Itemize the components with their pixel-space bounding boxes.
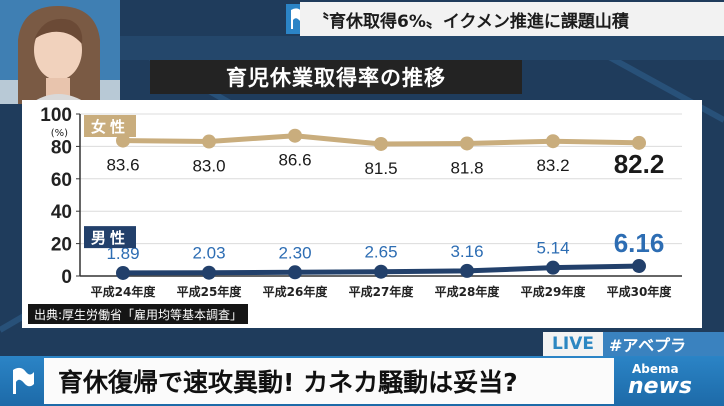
logo-big-text: news <box>628 374 693 399</box>
legend-label: 女性 <box>91 118 129 136</box>
headline: 育休復帰で速攻異動! カネカ騒動は妥当? <box>44 358 614 404</box>
y-tick-label: 60 <box>51 170 72 191</box>
x-tick-label: 平成28年度 <box>435 284 501 299</box>
source-note: 出典:厚生労働省「雇用均等基本調査」 <box>28 304 249 324</box>
legend-swatch <box>84 115 136 137</box>
legend-label: 男性 <box>91 229 129 247</box>
data-label: 82.2 <box>614 149 665 179</box>
chart-panel: 0 20 40 60 80 100 (%) 平成24年度 平成25年度 平成26年度 平成27年度 平… <box>22 100 702 328</box>
data-point <box>202 134 216 149</box>
data-point <box>202 265 216 280</box>
data-label: 2.03 <box>192 244 225 263</box>
data-point <box>288 265 302 280</box>
data-label: 83.0 <box>192 157 225 176</box>
abema-news-logo: Abema news <box>624 360 720 404</box>
legend-swatch <box>84 226 136 249</box>
data-point <box>374 264 388 279</box>
logo-small-text: Abema <box>632 362 679 376</box>
data-label: 83.2 <box>536 156 569 175</box>
y-tick-label: 40 <box>51 202 72 223</box>
data-label: 83.6 <box>106 156 139 175</box>
data-point <box>374 136 388 151</box>
data-point <box>116 133 130 148</box>
data-point <box>288 128 302 143</box>
x-tick-label: 平成24年度 <box>91 284 157 299</box>
live-badge: LIVE <box>543 332 603 356</box>
y-tick-label: 0 <box>61 267 72 288</box>
data-point <box>632 135 646 150</box>
y-axis-unit: (%) <box>51 128 68 139</box>
data-point <box>546 134 560 149</box>
line-chart: 0 20 40 60 80 100 (%) 平成24年度 平成25年度 平成26年度 平成27年度 平… <box>40 105 682 299</box>
data-label: 3.16 <box>450 242 483 261</box>
y-tick-label: 80 <box>51 137 72 158</box>
y-tick-label: 20 <box>51 235 72 256</box>
data-label: 1.89 <box>106 244 139 263</box>
x-tick-label: 平成27年度 <box>349 284 415 299</box>
data-point <box>116 265 130 280</box>
data-point <box>460 136 474 151</box>
x-tick-label: 平成30年度 <box>607 284 673 299</box>
chart-title: 育児休業取得率の推移 <box>150 60 522 94</box>
data-point <box>460 263 474 278</box>
data-label: 81.8 <box>450 158 483 177</box>
x-tick-label: 平成25年度 <box>177 284 243 299</box>
data-point <box>546 260 560 275</box>
hashtag-badge: #アベプラ <box>603 332 724 356</box>
data-label: 2.65 <box>364 243 397 262</box>
data-label: 6.16 <box>614 228 665 258</box>
x-tick-label: 平成29年度 <box>521 284 587 299</box>
data-label: 2.30 <box>278 243 311 262</box>
data-label: 5.14 <box>536 239 569 258</box>
flag-icon <box>13 367 34 394</box>
data-label: 81.5 <box>364 159 397 178</box>
presenter-photo <box>0 0 120 104</box>
y-tick-label: 100 <box>40 105 72 126</box>
data-point <box>632 259 646 274</box>
data-label: 86.6 <box>278 151 311 170</box>
x-tick-label: 平成26年度 <box>263 284 329 299</box>
top-caption: 〝育休取得6%〟イクメン推進に課題山積 <box>300 2 724 36</box>
